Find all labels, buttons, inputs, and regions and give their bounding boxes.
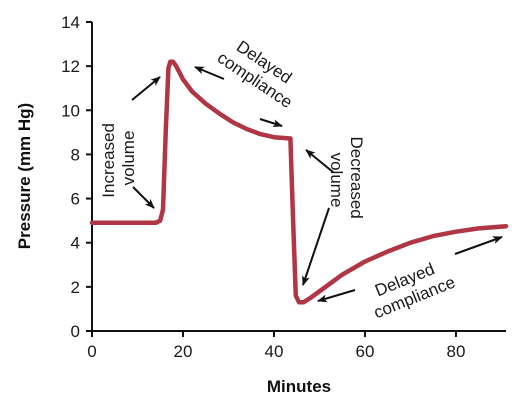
svg-text:Decreased volume: Decreased volume bbox=[327, 137, 366, 224]
arrow bbox=[132, 186, 155, 209]
y-ticks: 0 2 4 6 8 10 12 14 bbox=[61, 13, 92, 341]
y-tick-label: 14 bbox=[61, 13, 80, 32]
x-tick-label: 60 bbox=[356, 342, 375, 361]
arrow bbox=[131, 76, 161, 101]
arrow bbox=[454, 236, 503, 255]
svg-text:Delayed compliance: Delayed compliance bbox=[364, 254, 458, 322]
annotation-line: volume bbox=[327, 153, 346, 208]
pressure-line bbox=[89, 59, 509, 305]
annotation-delayed-compliance-top: Delayed compliance bbox=[194, 32, 307, 128]
x-axis-title: Minutes bbox=[267, 377, 331, 396]
annotation-line: volume bbox=[119, 131, 138, 186]
y-tick-label: 6 bbox=[71, 190, 80, 209]
y-axis-title: Pressure (mm Hg) bbox=[15, 103, 34, 249]
x-tick-label: 20 bbox=[174, 342, 193, 361]
axes bbox=[91, 22, 506, 332]
arrow bbox=[259, 118, 283, 128]
svg-text:Increased volume: Increased volume bbox=[99, 118, 138, 197]
svg-text:Delayed compliance: Delayed compliance bbox=[214, 32, 307, 112]
annotation-line: Decreased bbox=[347, 137, 366, 219]
arrow bbox=[194, 66, 225, 80]
y-tick-label: 0 bbox=[71, 322, 80, 341]
x-tick-label: 40 bbox=[265, 342, 284, 361]
x-ticks: 0 20 40 60 80 bbox=[87, 331, 465, 361]
y-tick-label: 4 bbox=[71, 234, 80, 253]
annotation-decreased-volume: Decreased volume bbox=[302, 137, 366, 286]
arrow bbox=[317, 289, 356, 303]
y-tick-label: 10 bbox=[61, 101, 80, 120]
x-tick-label: 0 bbox=[87, 342, 96, 361]
annotation-delayed-compliance-bottom: Delayed compliance bbox=[317, 236, 503, 322]
arrow bbox=[302, 207, 330, 286]
arrow bbox=[305, 149, 334, 173]
annotation-line: Increased bbox=[99, 123, 118, 198]
annotation-increased-volume: Increased volume bbox=[99, 76, 161, 209]
y-tick-label: 12 bbox=[61, 57, 80, 76]
y-tick-label: 8 bbox=[71, 145, 80, 164]
x-tick-label: 80 bbox=[446, 342, 465, 361]
y-tick-label: 2 bbox=[71, 278, 80, 297]
